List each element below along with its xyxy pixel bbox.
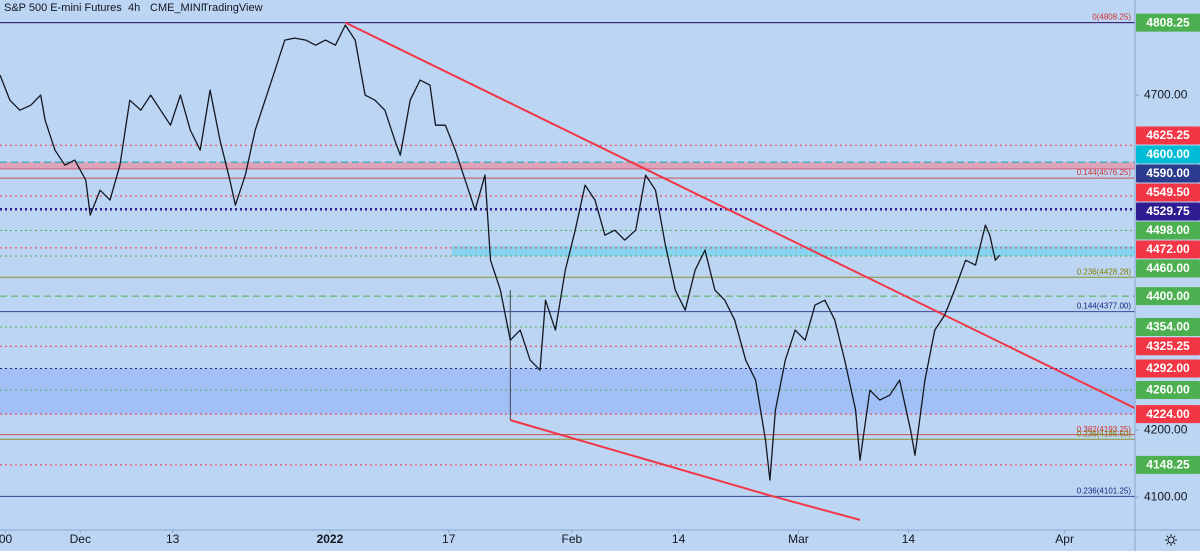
level-label: 4460.00 <box>1146 261 1190 275</box>
header: S&P 500 E-mini Futures 4h CME_MINI Tradi… <box>4 2 263 14</box>
y-tick-label: 4200.00 <box>1144 422 1188 436</box>
x-tick-label: 14 <box>902 532 916 546</box>
y-tick-label: 4700.00 <box>1144 87 1188 101</box>
zone <box>0 162 1135 169</box>
level-label: 4808.25 <box>1146 15 1190 29</box>
level-label-box <box>1136 455 1200 474</box>
level-label: 4260.00 <box>1146 383 1190 397</box>
level-label-box <box>1136 359 1200 378</box>
fib-label: 0(4808.25) <box>1092 13 1131 22</box>
y-tick-label: 4100.00 <box>1144 489 1188 503</box>
x-tick-label: 2022 <box>317 532 344 546</box>
level-label-box <box>1136 380 1200 399</box>
zone <box>0 368 1135 415</box>
level-label-box <box>1136 13 1200 32</box>
level-label-box <box>1136 164 1200 183</box>
level-label-box <box>1136 126 1200 145</box>
fib-label: 0.382(4193.25) <box>1077 425 1132 434</box>
level-label: 4472.00 <box>1146 242 1190 256</box>
level-label-box <box>1136 317 1200 336</box>
settings-icon-ring[interactable] <box>1167 536 1175 544</box>
fib-label: 0.144(4576.25) <box>1077 168 1132 177</box>
level-label-box <box>1136 221 1200 240</box>
x-tick-label: Apr <box>1055 532 1074 546</box>
level-label: 4325.25 <box>1146 339 1190 353</box>
level-label-box <box>1136 145 1200 164</box>
fib-label: 0.144(4377.00) <box>1077 302 1132 311</box>
level-label: 4292.00 <box>1146 361 1190 375</box>
settings-icon[interactable] <box>1165 534 1177 546</box>
level-label-box <box>1136 337 1200 356</box>
level-label: 4549.50 <box>1146 185 1190 199</box>
level-label-box <box>1136 405 1200 424</box>
zone <box>452 245 1135 256</box>
level-label: 4498.00 <box>1146 223 1190 237</box>
trendline <box>510 419 861 521</box>
x-tick-label: Mar <box>788 532 809 546</box>
level-label: 4625.25 <box>1146 128 1190 142</box>
fib-label: 0.236(4186.50) <box>1077 429 1132 438</box>
x-tick-label: 00 <box>0 532 12 546</box>
plot-area: 0(4808.25) 0.144(4576.25) 0.236(4428.28) 0.… <box>0 13 1136 521</box>
level-label-box <box>1136 183 1200 202</box>
level-label: 4529.75 <box>1146 204 1190 218</box>
fib-label: 0.236(4101.25) <box>1077 486 1132 495</box>
fib-label: 0.236(4428.28) <box>1077 267 1132 276</box>
interval: 4h <box>128 2 140 14</box>
level-label: 4148.25 <box>1146 458 1190 472</box>
x-tick-label: 17 <box>442 532 456 546</box>
x-tick-label: Feb <box>562 532 583 546</box>
chart-title: S&P 500 E-mini Futures <box>4 2 122 14</box>
level-label: 4224.00 <box>1146 407 1190 421</box>
level-label: 4600.00 <box>1146 147 1190 161</box>
price-line <box>0 24 1001 481</box>
level-label: 4590.00 <box>1146 166 1190 180</box>
level-label: 4400.00 <box>1146 289 1190 303</box>
level-label-box <box>1136 259 1200 278</box>
level-label: 4354.00 <box>1146 320 1190 334</box>
level-label-box <box>1136 287 1200 306</box>
settings-icon-spokes[interactable] <box>1165 534 1177 546</box>
source: TradingView <box>202 2 263 14</box>
exchange: CME_MINI <box>150 2 204 14</box>
x-tick-label: 14 <box>672 532 686 546</box>
x-tick-label: 13 <box>166 532 180 546</box>
x-tick-label: Dec <box>70 532 91 546</box>
level-label-box <box>1136 240 1200 259</box>
level-label-box <box>1136 202 1200 221</box>
trendline <box>344 21 1136 410</box>
